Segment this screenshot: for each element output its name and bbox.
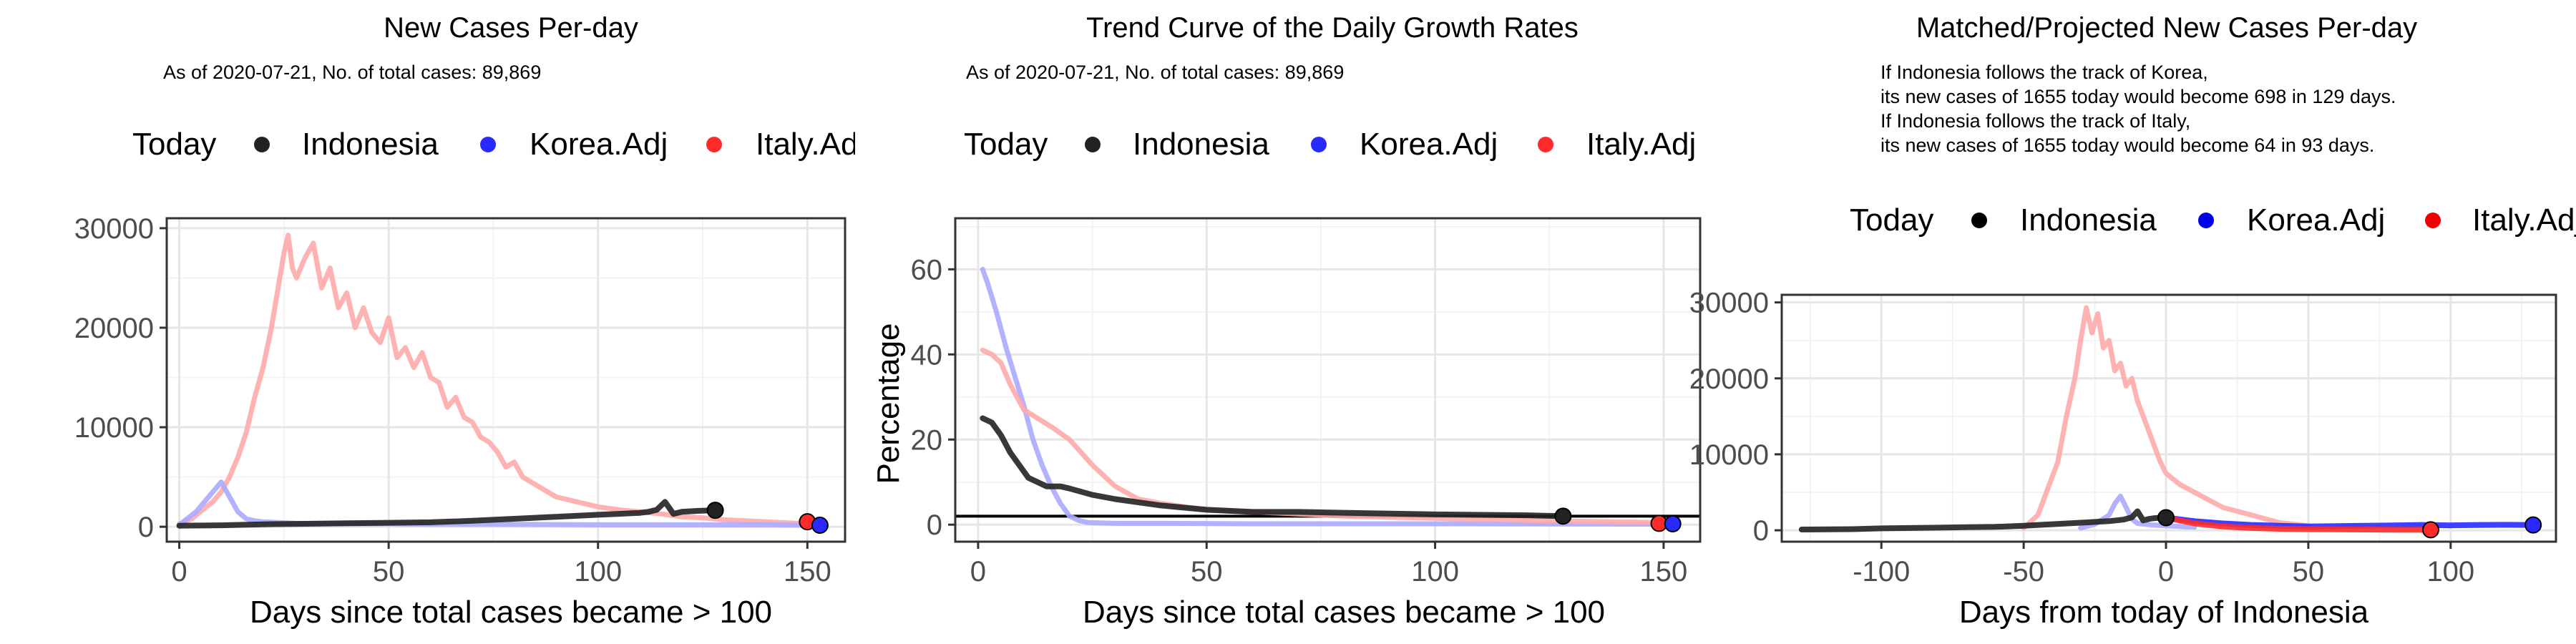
y-tick-label: 20000 [74,313,154,344]
x-tick-label: 100 [1411,556,1459,587]
today-point-indonesia [2157,509,2175,527]
x-tick-label: 100 [574,556,622,587]
series-line-indonesia [980,415,1566,519]
x-tick-label: 50 [2293,556,2325,587]
series-line-italy-adj [980,347,1657,525]
legend-key-today [254,137,270,152]
legend-key-italy [2425,213,2441,228]
x-axis-label: Days since total cases became > 100 [250,595,772,630]
legend-key-korea [2198,213,2214,228]
series-line-korea-adj-projected [2163,514,2537,530]
legend: Today Indonesia Korea.Adj Italy.Adj [964,127,1696,162]
x-tick-label: 100 [2426,556,2474,587]
series-group [176,233,819,529]
y-tick-label: 60 [911,254,943,286]
legend-label-today: Today [1850,203,1933,238]
legend-label-korea: Korea.Adj [530,127,668,162]
series-line-italy-adj-matched [2021,305,2311,531]
x-tick-label: 0 [2158,556,2174,587]
series-line-korea-adj [980,266,1667,527]
y-tick-label: 30000 [1689,288,1769,319]
legend-key-italy [706,137,722,152]
plot-area: 0 50 100 150 0 20 40 60 [911,217,1702,587]
legend-key-italy [1538,137,1553,152]
chart-title: Trend Curve of the Daily Growth Rates [1086,12,1579,44]
legend-label-italy: Italy.Adj [2472,203,2576,238]
y-tick-label: 30000 [74,213,154,245]
plot-area: -100 -50 0 50 100 0 10000 20000 30000 [1689,288,2557,587]
legend: Today Indonesia Korea.Adj Italy.Adj [132,127,865,162]
legend-key-korea [480,137,496,152]
x-tick-label: 0 [970,556,986,587]
legend-label-korea: Korea.Adj [2247,203,2385,238]
legend-key-korea [1311,137,1327,152]
x-tick-label: 50 [373,556,405,587]
x-tick-label: 150 [784,556,831,587]
y-tick-label: 0 [927,509,942,541]
legend-label-korea: Korea.Adj [1360,127,1498,162]
series-line-indonesia [1798,508,2169,532]
chart-subtitle: As of 2020-07-21, No. of total cases: 89… [966,62,1344,83]
today-point-indonesia [1554,507,1572,525]
legend-label-indonesia: Indonesia [302,127,439,162]
x-axis-label: Days since total cases became > 100 [1083,595,1605,630]
today-point-indonesia [706,502,724,519]
y-tick-label: 20 [911,424,943,456]
legend-label-italy: Italy.Adj [1586,127,1696,162]
y-tick-label: 0 [138,512,154,543]
today-point-italy-adj [2421,521,2439,539]
note-line: If Indonesia follows the track of Italy, [1880,110,2190,132]
series-line-indonesia [176,499,718,529]
panel-growth-rates: Trend Curve of the Daily Growth Rates As… [871,12,1702,630]
x-axis-label: Days from today of Indonesia [1959,595,2369,630]
note-line: its new cases of 1655 today would become… [1880,86,2396,107]
chart-title: New Cases Per-day [384,12,638,44]
chart-title: Matched/Projected New Cases Per-day [1916,12,2417,44]
legend-key-today [1085,137,1101,152]
y-axis-label: Percentage [871,323,906,484]
y-tick-label: 10000 [1689,439,1769,471]
x-tick-label: 150 [1640,556,1688,587]
plot-border [165,217,847,543]
panel-matched-projected: Matched/Projected New Cases Per-day If I… [1689,12,2576,630]
legend: Today Indonesia Korea.Adj Italy.Adj [1850,203,2576,238]
x-tick-label: -50 [2003,556,2044,587]
legend-label-italy: Italy.Adj [756,127,865,162]
today-point-korea-adj [1664,515,1682,533]
y-tick-label: 40 [911,339,943,371]
series-line-italy-adj-projected [2163,514,2434,533]
legend-label-indonesia: Indonesia [1133,127,1269,162]
x-tick-label: -100 [1853,556,1910,587]
note-line: If Indonesia follows the track of Korea, [1880,62,2208,83]
legend-label-indonesia: Indonesia [2020,203,2157,238]
plot-border [1780,293,2557,543]
today-point-korea-adj [811,517,829,535]
legend-label-today: Today [132,127,216,162]
y-tick-label: 0 [1753,515,1769,547]
legend-label-today: Today [964,127,1048,162]
note-line: its new cases of 1655 today would become… [1880,135,2374,156]
plot-area: 0 50 100 150 0 10000 20000 30000 [74,213,847,587]
x-tick-label: 50 [1191,556,1223,587]
y-tick-label: 10000 [74,412,154,444]
chart-subtitle: As of 2020-07-21, No. of total cases: 89… [163,62,541,83]
today-point-korea-adj [2524,516,2542,534]
series-line-italy-adj [177,233,810,527]
y-tick-label: 20000 [1689,364,1769,395]
series-group [955,266,1700,527]
panel-new-cases: New Cases Per-day As of 2020-07-21, No. … [74,12,865,630]
legend-key-today [1971,213,1987,228]
plot-border [954,217,1702,543]
projection-notes: If Indonesia follows the track of Korea,… [1880,62,2396,156]
x-tick-label: 0 [171,556,187,587]
